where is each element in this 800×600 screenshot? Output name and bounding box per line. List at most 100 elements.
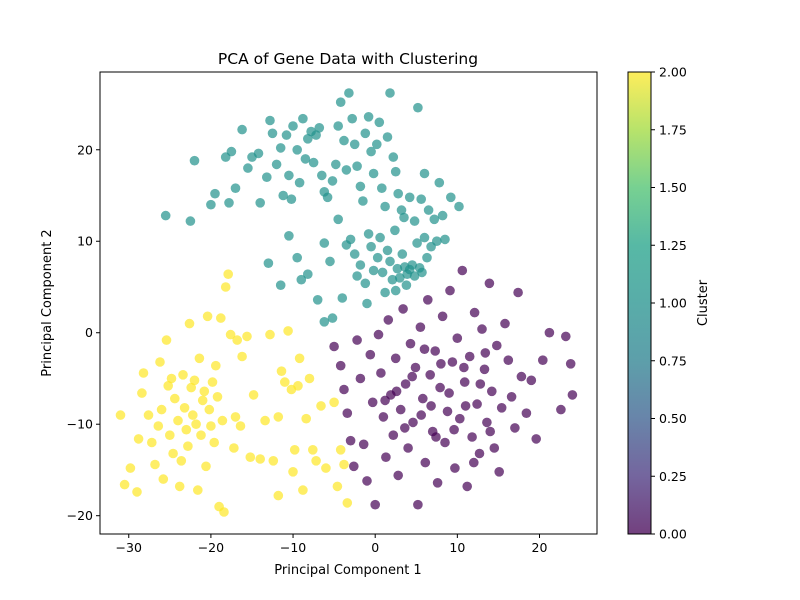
data-point xyxy=(469,307,480,318)
data-point xyxy=(288,121,298,131)
data-point xyxy=(345,234,356,245)
data-point xyxy=(363,112,374,122)
data-point xyxy=(220,282,231,292)
data-point xyxy=(209,437,219,448)
colorbar-tick-label: 1.00 xyxy=(659,296,687,311)
data-point xyxy=(265,115,275,126)
data-point xyxy=(168,448,178,459)
data-point xyxy=(531,434,541,444)
colorbar-tick-label: 1.75 xyxy=(659,122,687,137)
data-point xyxy=(416,410,427,420)
data-point xyxy=(342,408,353,419)
data-point xyxy=(352,161,362,171)
data-point xyxy=(294,353,305,364)
data-point xyxy=(358,439,369,450)
data-point xyxy=(188,410,198,420)
data-point xyxy=(366,146,376,157)
data-point xyxy=(183,441,193,452)
data-point xyxy=(166,373,177,384)
data-point xyxy=(401,280,412,291)
data-point xyxy=(352,335,362,345)
data-point xyxy=(565,359,576,369)
data-point xyxy=(219,507,229,517)
data-point xyxy=(422,252,432,263)
x-tick-label: 20 xyxy=(532,540,548,555)
colorbar-tick-label: 1.25 xyxy=(659,238,687,253)
data-point xyxy=(286,194,297,204)
y-tick-label: 20 xyxy=(77,142,93,157)
data-point xyxy=(413,499,423,510)
data-point xyxy=(390,225,400,236)
x-axis: −30 −20 −10 0 10 20 xyxy=(116,534,548,555)
data-point xyxy=(255,198,265,208)
data-point xyxy=(409,216,420,226)
data-point xyxy=(513,287,523,298)
data-point xyxy=(298,485,308,495)
data-point xyxy=(516,371,527,382)
data-point xyxy=(339,459,349,470)
data-point xyxy=(204,404,215,415)
data-point xyxy=(377,183,387,193)
data-point xyxy=(331,159,341,170)
data-point xyxy=(165,430,175,441)
data-point xyxy=(273,490,284,501)
data-point xyxy=(434,177,445,188)
data-point xyxy=(248,390,259,400)
x-tick-label: −10 xyxy=(280,540,306,555)
data-point xyxy=(388,152,399,162)
data-point xyxy=(119,479,130,490)
data-point xyxy=(398,304,408,314)
data-point xyxy=(388,430,399,441)
data-point xyxy=(506,392,517,402)
data-point xyxy=(482,417,492,428)
data-point xyxy=(275,143,286,153)
data-point xyxy=(477,324,487,334)
data-point xyxy=(349,249,360,259)
data-point xyxy=(442,406,453,417)
data-point xyxy=(339,384,349,395)
data-point xyxy=(311,456,321,466)
data-point xyxy=(457,265,468,276)
data-point xyxy=(363,229,374,239)
data-point xyxy=(308,445,318,455)
data-point xyxy=(138,368,149,378)
data-point xyxy=(459,362,469,373)
data-point xyxy=(296,274,307,285)
data-point xyxy=(281,130,292,140)
data-point xyxy=(494,467,505,477)
data-point xyxy=(400,379,411,389)
data-point xyxy=(322,192,333,203)
data-point xyxy=(237,124,247,135)
data-point xyxy=(469,457,479,468)
data-point xyxy=(288,467,298,477)
data-point xyxy=(419,168,430,179)
data-point xyxy=(418,393,428,404)
data-point xyxy=(349,139,360,150)
data-point xyxy=(337,293,348,303)
data-point xyxy=(245,452,256,463)
y-tick-label: −10 xyxy=(67,417,93,432)
data-point xyxy=(355,260,366,270)
x-tick-label: 10 xyxy=(449,540,465,555)
data-point xyxy=(567,390,578,400)
data-point xyxy=(293,381,303,391)
plot-frame xyxy=(99,71,598,535)
data-point xyxy=(319,238,330,248)
data-point xyxy=(184,318,195,329)
data-point xyxy=(390,285,401,296)
data-point xyxy=(454,201,464,212)
data-point xyxy=(263,258,274,269)
colorbar-axis: 0.00 0.25 0.50 0.75 1.00 1.25 1.50 1.75 2.00 xyxy=(651,65,687,542)
data-point xyxy=(292,252,303,263)
data-point xyxy=(335,97,346,107)
y-axis-label: Principal Component 2 xyxy=(40,229,55,376)
chart-title: PCA of Gene Data with Clustering xyxy=(218,50,478,68)
data-point xyxy=(429,214,440,225)
data-point xyxy=(271,159,282,170)
data-point xyxy=(390,166,401,177)
data-point xyxy=(321,463,331,473)
data-point xyxy=(319,317,330,327)
data-point xyxy=(381,452,391,463)
data-point xyxy=(410,362,421,373)
data-point xyxy=(419,232,430,243)
